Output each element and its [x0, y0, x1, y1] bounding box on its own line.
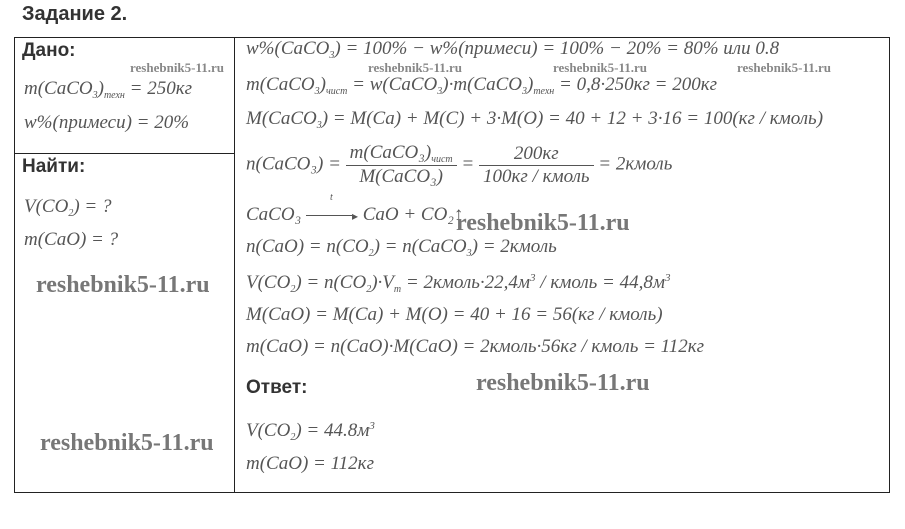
formula-subscript: 3 — [437, 86, 443, 97]
formula-text: ) = 100% − w%(примеси) = 100% − 20% = 80… — [334, 38, 780, 59]
given-line: w%(примеси) = 20% — [24, 112, 189, 134]
solution-line: n(CaO) = n(CO2) = n(CaCO3) = 2кмоль — [246, 236, 557, 259]
watermark: reshebnik5-11.ru — [456, 210, 630, 236]
formula-subscript: 3 — [329, 50, 335, 61]
formula-superscript: 3 — [665, 272, 671, 284]
watermark: reshebnik5-11.ru — [40, 430, 214, 456]
formula-text: n(CaO) = n(CO — [246, 236, 369, 257]
answer-line: m(CaO) = 112кг — [246, 453, 374, 475]
formula-text: ) = 2кмоль — [471, 236, 557, 257]
table-border-top — [14, 37, 890, 38]
answer-line: V(CO2) = 44.8м3 — [246, 420, 375, 443]
formula-subscript: 3 — [92, 90, 98, 101]
formula-subscript: 2 — [68, 208, 74, 219]
formula-text: ) — [97, 78, 104, 99]
formula-subscript: 2 — [290, 432, 296, 443]
formula-subscript: техн — [103, 90, 125, 101]
fraction-numerator: 200кг — [478, 143, 594, 166]
watermark: reshebnik5-11.ru — [36, 272, 210, 298]
formula-subscript: 2 — [366, 284, 372, 295]
reaction-left: CaCO₃ — [246, 204, 302, 225]
formula-subscript: 2 — [290, 284, 296, 295]
reaction-arrow-icon: t ▸ — [305, 192, 358, 226]
formula-text: m(CaO) = 112кг — [246, 453, 374, 474]
fraction-lhs: n(CaCO₃) = — [246, 153, 341, 175]
formula-text: ) = n(CaCO — [373, 236, 467, 257]
formula-text: m(CaCO — [24, 78, 93, 99]
formula-text: = w(CaCO — [347, 74, 438, 95]
formula-text: = 0,8·250кг = 200кг — [554, 74, 717, 95]
solution-line: M(CaO) = M(Ca) + M(O) = 40 + 16 = 56(кг … — [246, 304, 663, 326]
fraction-numerator-sub: чист — [431, 154, 453, 165]
watermark: reshebnik5-11.ru — [553, 60, 648, 75]
fraction-equation: n(CaCO₃) = m(CaCO₃)чист M(CaCO₃) = 200кг… — [246, 142, 672, 188]
formula-text: M(CaCO — [246, 108, 317, 129]
formula-text: ) = 44.8м — [295, 420, 370, 441]
formula-subscript: 3 — [316, 120, 322, 131]
formula-subscript: техн — [533, 86, 555, 97]
watermark: reshebnik5-11.ru — [130, 60, 225, 75]
formula-text: ) = ? — [73, 196, 112, 217]
given-line: m(CaCO3)техн = 250кг — [24, 78, 192, 101]
formula-text: w%(CaCO — [246, 38, 330, 59]
formula-subscript: 3 — [466, 248, 472, 259]
formula-text: ) — [319, 74, 326, 95]
formula-subscript: m — [393, 284, 402, 295]
fraction: m(CaCO₃)чист M(CaCO₃) — [345, 142, 457, 188]
reaction-condition: t — [329, 192, 333, 203]
formula-text: ) = M(Ca) + M(C) + 3·M(O) = 40 + 12 + 3·… — [321, 108, 824, 129]
formula-text: m(CaO) = ? — [24, 229, 119, 250]
formula-superscript: 3 — [369, 420, 375, 432]
formula-text: ) = n(CO — [295, 272, 367, 293]
formula-text: )·m(CaCO — [442, 74, 522, 95]
solution-line: m(CaO) = n(CaO)·M(CaO) = 2кмоль·56кг / к… — [246, 336, 704, 358]
table-border-right — [889, 37, 890, 493]
solution-line: V(CO2) = n(CO2)·Vm = 2кмоль·22,4м3 / кмо… — [246, 272, 671, 295]
formula-subscript: 3 — [521, 86, 527, 97]
formula-text: m(CaCO — [246, 74, 315, 95]
table-divider — [234, 37, 235, 493]
table-border-left — [14, 37, 15, 493]
fraction-numerator: m(CaCO₃) — [349, 142, 432, 163]
find-heading: Найти: — [22, 156, 86, 177]
fraction-rhs: = 2кмоль — [598, 153, 673, 175]
watermark: reshebnik5-11.ru — [368, 60, 463, 75]
given-heading: Дано: — [22, 40, 76, 61]
formula-text: = 250кг — [124, 78, 193, 99]
fraction-denominator: 100кг / кмоль — [482, 165, 590, 187]
formula-text: = 2кмоль·22,4м — [401, 272, 531, 293]
formula-text: M(CaO) = M(Ca) + M(O) = 40 + 16 = 56(кг … — [246, 304, 663, 325]
formula-text: V(CO — [246, 272, 291, 293]
formula-text: w%(примеси) = 20% — [24, 112, 190, 133]
formula-superscript: 3 — [530, 272, 536, 284]
formula-text: V(CO — [246, 420, 291, 441]
solution-line: M(CaCO3) = M(Ca) + M(C) + 3·M(O) = 40 + … — [246, 108, 823, 131]
formula-text: m(CaO) = n(CaO)·M(CaO) = 2кмоль·56кг / к… — [246, 336, 705, 357]
task-title: Задание 2. — [22, 3, 128, 25]
formula-text: ) — [526, 74, 534, 95]
watermark: reshebnik5-11.ru — [476, 370, 650, 396]
solution-line: m(CaCO3)чист = w(CaCO3)·m(CaCO3)техн = 0… — [246, 74, 717, 97]
watermark: reshebnik5-11.ru — [737, 60, 832, 75]
find-line: m(CaO) = ? — [24, 229, 118, 251]
reaction-right: CaO + CO₂↑ — [362, 204, 464, 225]
given-find-divider — [14, 153, 234, 154]
solution-line: w%(CaCO3) = 100% − w%(примеси) = 100% − … — [246, 38, 779, 61]
formula-text: V(CO — [24, 196, 69, 217]
formula-subscript: 2 — [368, 248, 374, 259]
formula-subscript: 3 — [314, 86, 320, 97]
formula-text: / кмоль = 44,8м — [535, 272, 665, 293]
fraction-eq: = — [461, 153, 475, 175]
answer-heading: Ответ: — [246, 377, 308, 398]
reaction-equation: CaCO₃ t ▸ CaO + CO₂↑ — [246, 192, 464, 226]
fraction-denominator: M(CaCO₃) — [359, 166, 443, 187]
fraction: 200кг 100кг / кмоль — [478, 143, 594, 188]
formula-subscript: чист — [325, 86, 348, 97]
find-line: V(CO2) = ? — [24, 196, 111, 219]
formula-text: )·V — [371, 272, 394, 293]
table-border-bottom — [14, 492, 890, 493]
